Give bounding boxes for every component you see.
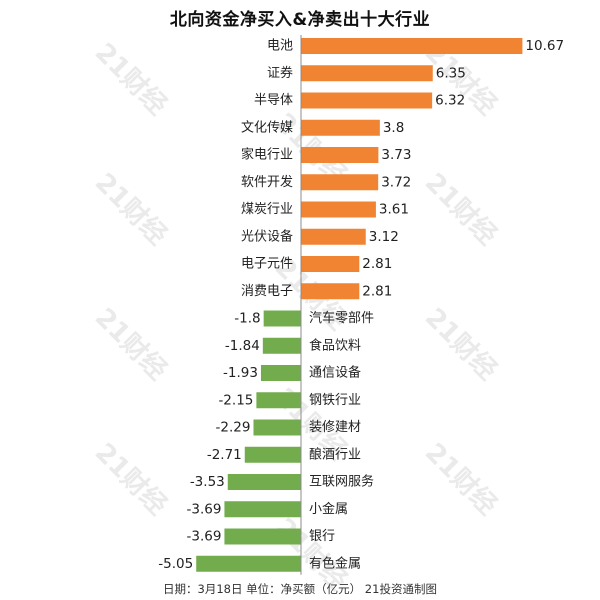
watermark-10: 21财经 <box>89 437 173 521</box>
value-label-13: -1.93 <box>223 365 258 381</box>
value-label-8: 3.12 <box>369 229 399 245</box>
bar-16 <box>244 446 301 463</box>
bar-15 <box>253 419 301 436</box>
bar-17 <box>227 474 301 490</box>
category-label-1: 电池 <box>267 39 293 54</box>
value-label-5: 3.73 <box>381 147 411 163</box>
bar-2 <box>301 65 433 82</box>
value-label-18: -3.69 <box>186 501 221 517</box>
category-label-9: 电子元件 <box>241 257 293 272</box>
bar-14 <box>256 392 301 409</box>
value-label-16: -2.71 <box>207 447 242 463</box>
category-label-10: 消费电子 <box>241 284 293 299</box>
value-label-4: 3.8 <box>383 120 404 136</box>
bar-1 <box>301 38 523 54</box>
category-label-12: 食品饮料 <box>309 337 361 353</box>
category-label-20: 有色金属 <box>309 555 361 571</box>
bar-12 <box>262 337 301 354</box>
bar-9 <box>301 256 360 272</box>
labels-layer: 电池 10.67 证券 6.35 半导体 6.32 文化传媒 3.8 家电行业 3.73 软件开发 3… <box>158 38 564 572</box>
category-label-15: 装修建材 <box>309 420 361 435</box>
bar-18 <box>224 501 301 518</box>
watermark-6: 21财经 <box>419 167 503 251</box>
value-label-1: 10.67 <box>525 38 564 54</box>
category-label-17: 互联网服务 <box>309 474 374 490</box>
category-label-6: 软件开发 <box>241 174 293 190</box>
bar-5 <box>301 147 379 163</box>
watermark-1: 21财经 <box>89 37 173 121</box>
value-label-15: -2.29 <box>216 420 251 436</box>
value-label-7: 3.61 <box>379 202 409 218</box>
value-label-2: 6.35 <box>436 65 466 81</box>
chart-footnote: 日期：3月18日 单位：净买额（亿元） 21投资通制图 <box>163 582 437 596</box>
value-label-6: 3.72 <box>381 174 411 190</box>
bars-layer <box>196 38 523 572</box>
bar-7 <box>301 201 376 218</box>
bar-8 <box>301 228 366 245</box>
bar-4 <box>301 119 380 136</box>
category-label-14: 钢铁行业 <box>309 393 361 408</box>
value-label-20: -5.05 <box>158 556 193 572</box>
category-label-13: 通信设备 <box>309 365 361 381</box>
bar-6 <box>301 174 379 191</box>
value-label-9: 2.81 <box>362 256 392 272</box>
category-label-16: 酿酒行业 <box>309 446 361 462</box>
category-label-4: 文化传媒 <box>241 120 293 135</box>
bar-19 <box>224 528 301 545</box>
watermark-9: 21财经 <box>419 302 503 386</box>
category-label-18: 小金属 <box>309 501 348 517</box>
category-label-11: 汽车零部件 <box>309 310 374 326</box>
bar-11 <box>263 310 301 327</box>
category-label-2: 证券 <box>267 65 293 81</box>
value-label-14: -2.15 <box>218 392 253 408</box>
value-label-17: -3.53 <box>190 474 225 490</box>
category-label-8: 光伏设备 <box>241 228 293 244</box>
bar-3 <box>301 92 433 109</box>
category-label-7: 煤炭行业 <box>241 202 293 217</box>
value-label-10: 2.81 <box>362 283 392 299</box>
category-label-3: 半导体 <box>254 93 293 108</box>
watermark-7: 21财经 <box>89 302 173 386</box>
watermark-4: 21财经 <box>89 167 173 251</box>
category-label-19: 银行 <box>309 529 335 544</box>
value-label-12: -1.84 <box>225 338 260 354</box>
bar-20 <box>196 555 301 572</box>
value-label-11: -1.8 <box>234 311 260 327</box>
value-label-3: 6.32 <box>435 93 465 109</box>
value-label-19: -3.69 <box>186 529 221 545</box>
bar-13 <box>260 365 301 381</box>
watermark-12: 21财经 <box>419 437 503 521</box>
category-label-5: 家电行业 <box>241 147 293 163</box>
bar-10 <box>301 283 360 300</box>
chart-title: 北向资金净买入&净卖出十大行业 <box>169 10 431 30</box>
